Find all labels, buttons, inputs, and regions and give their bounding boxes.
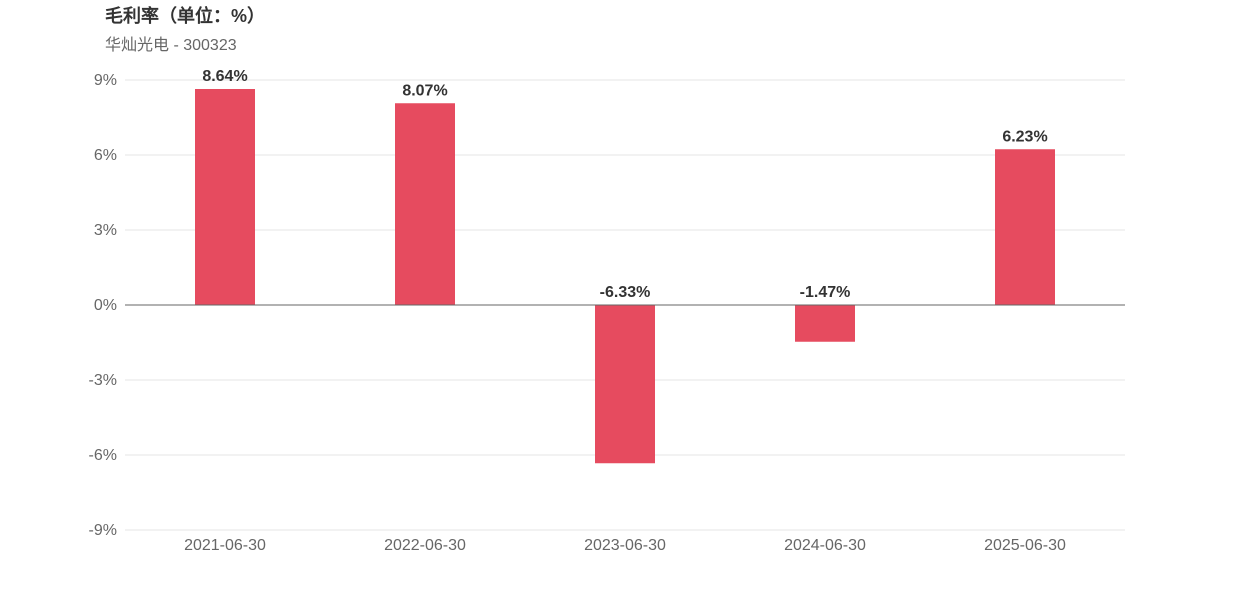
y-tick-label: -6% [89,447,117,464]
x-tick-label: 2025-06-30 [984,537,1066,554]
data-label: 8.64% [202,68,247,85]
data-label: -6.33% [600,284,651,301]
x-tick-label: 2023-06-30 [584,537,666,554]
bar [395,103,455,305]
data-label: -1.47% [800,284,851,301]
y-tick-label: 6% [94,147,117,164]
bar [595,305,655,464]
x-tick-label: 2022-06-30 [384,537,466,554]
data-label: 8.07% [402,82,447,99]
chart-title: 毛利率（单位：%） [105,6,266,26]
bar [195,89,255,305]
y-tick-label: 9% [94,72,117,89]
bar [995,149,1055,305]
bar [795,305,855,342]
x-tick-label: 2021-06-30 [184,537,266,554]
y-tick-label: -9% [89,522,117,539]
y-tick-label: 3% [94,222,117,239]
y-tick-label: -3% [89,372,117,389]
x-tick-label: 2024-06-30 [784,537,866,554]
y-tick-label: 0% [94,297,117,314]
data-label: 6.23% [1002,128,1047,145]
chart-subtitle: 华灿光电 - 300323 [105,37,237,54]
